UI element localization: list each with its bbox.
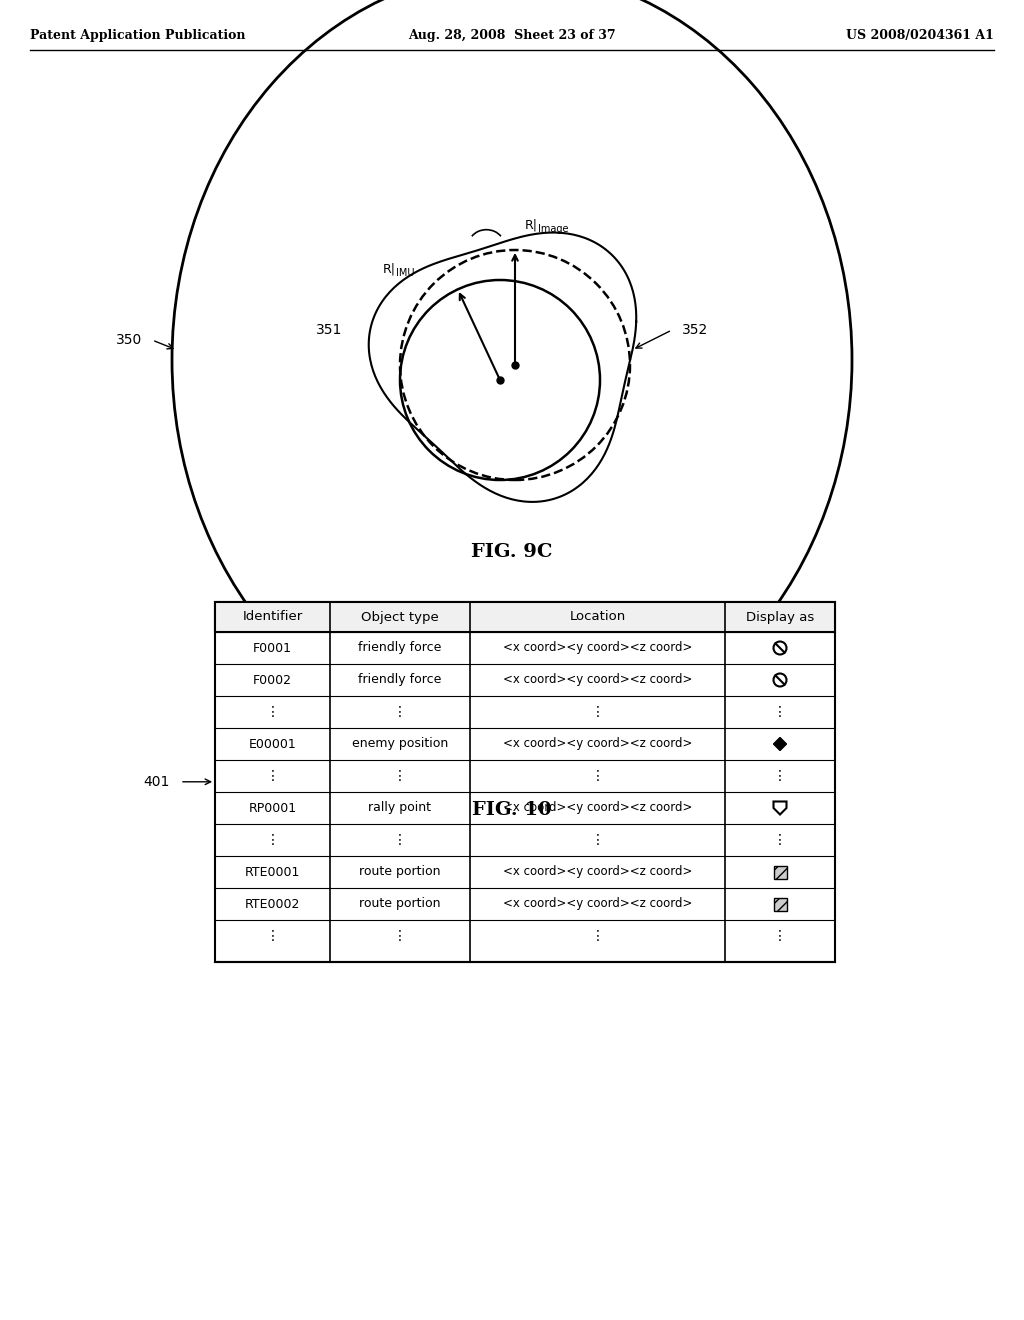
Text: IMU: IMU [395,268,415,279]
Text: RTE0001: RTE0001 [245,866,300,879]
Text: <x coord><y coord><z coord>: <x coord><y coord><z coord> [503,673,692,686]
Text: ⋮: ⋮ [773,833,786,847]
Text: rally point: rally point [369,801,431,814]
Text: ⋮: ⋮ [591,929,604,942]
Text: 352: 352 [682,323,709,337]
Text: 351: 351 [315,323,342,337]
Text: R|: R| [383,263,395,276]
Bar [773,866,786,879]
Text: route portion: route portion [359,866,440,879]
Text: ⋮: ⋮ [393,705,407,719]
Text: ⋮: ⋮ [773,770,786,783]
Text: E00001: E00001 [249,738,296,751]
Text: <x coord><y coord><z coord>: <x coord><y coord><z coord> [503,866,692,879]
Text: Identifier: Identifier [243,610,303,623]
Text: friendly force: friendly force [358,642,441,655]
Text: ⋮: ⋮ [591,833,604,847]
Text: ⋮: ⋮ [773,929,786,942]
Text: R|: R| [525,219,538,231]
Text: ⋮: ⋮ [393,929,407,942]
Text: enemy position: enemy position [352,738,449,751]
Text: Patent Application Publication: Patent Application Publication [30,29,246,41]
FancyBboxPatch shape [215,602,835,961]
Text: RP0001: RP0001 [249,801,297,814]
Text: ⋮: ⋮ [393,833,407,847]
Text: 350: 350 [116,333,142,347]
FancyBboxPatch shape [215,602,835,632]
Text: ⋮: ⋮ [591,770,604,783]
Text: ⋮: ⋮ [591,705,604,719]
Text: Aug. 28, 2008  Sheet 23 of 37: Aug. 28, 2008 Sheet 23 of 37 [409,29,615,41]
Text: <x coord><y coord><z coord>: <x coord><y coord><z coord> [503,738,692,751]
Text: FIG. 10: FIG. 10 [472,801,552,818]
Text: friendly force: friendly force [358,673,441,686]
Text: US 2008/0204361 A1: US 2008/0204361 A1 [846,29,994,41]
Text: <x coord><y coord><z coord>: <x coord><y coord><z coord> [503,898,692,911]
Text: Display as: Display as [745,610,814,623]
Text: Image: Image [538,224,568,234]
Text: route portion: route portion [359,898,440,911]
Text: ⋮: ⋮ [265,705,280,719]
Text: F0002: F0002 [253,673,292,686]
Text: ⋮: ⋮ [265,833,280,847]
Text: ⋮: ⋮ [265,929,280,942]
Text: 401: 401 [143,775,170,789]
Bar [773,898,786,911]
Text: ⋮: ⋮ [393,770,407,783]
Polygon shape [773,738,786,751]
Text: RTE0002: RTE0002 [245,898,300,911]
Text: FIG. 9C: FIG. 9C [471,543,553,561]
Text: Object type: Object type [361,610,439,623]
Text: F0001: F0001 [253,642,292,655]
Text: <x coord><y coord><z coord>: <x coord><y coord><z coord> [503,801,692,814]
Text: Location: Location [569,610,626,623]
Text: ⋮: ⋮ [265,770,280,783]
Text: <x coord><y coord><z coord>: <x coord><y coord><z coord> [503,642,692,655]
Text: ⋮: ⋮ [773,705,786,719]
